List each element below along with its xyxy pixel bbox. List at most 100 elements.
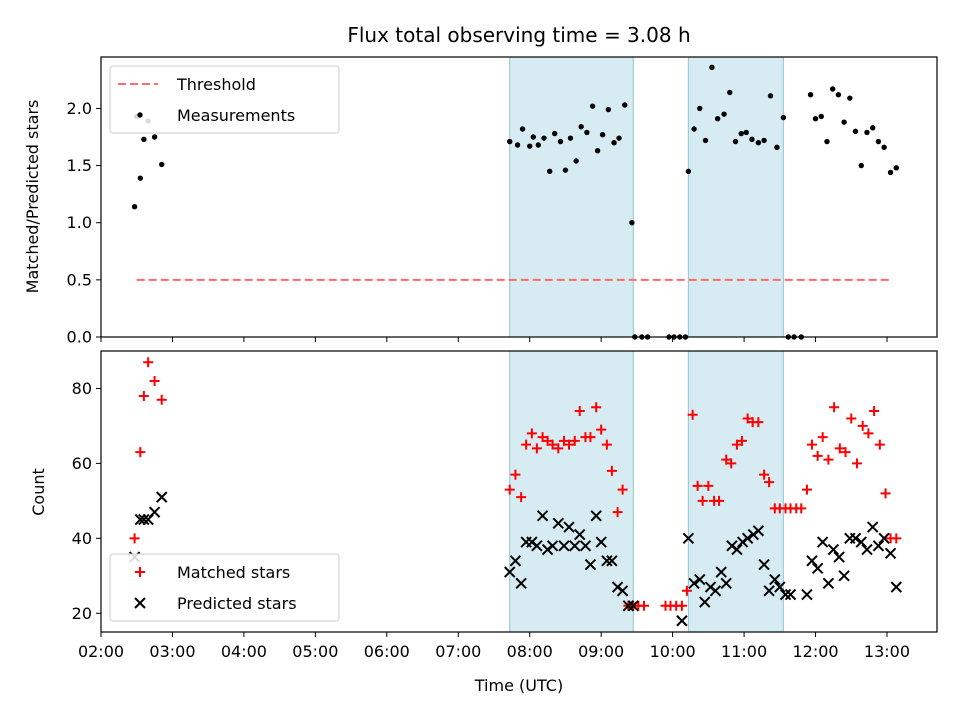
y-axis-label-top: Matched/Predicted stars <box>23 100 42 294</box>
predicted-star-point <box>872 540 885 552</box>
matched-star-point <box>606 465 617 476</box>
predicted-star-point <box>806 555 818 567</box>
predicted-star-point <box>833 551 845 563</box>
matched-star-point <box>601 439 612 450</box>
predicted-star-point <box>878 532 890 545</box>
matched-star-point <box>526 428 537 439</box>
predicted-star-point <box>156 491 168 503</box>
measurement-point <box>727 89 733 96</box>
measurement-point <box>547 168 553 174</box>
predicted-star-point <box>584 558 597 571</box>
matched-star-point <box>531 443 542 454</box>
measurement-point <box>685 168 692 174</box>
measurement-point <box>887 169 894 176</box>
predicted-star-point <box>752 525 765 537</box>
matched-star-point <box>596 424 607 435</box>
matched-star-point <box>874 439 885 450</box>
measurement-point <box>714 116 721 122</box>
legend-measurement-swatch <box>137 112 143 118</box>
predicted-star-point <box>569 540 581 552</box>
measurement-point <box>829 86 836 92</box>
matched-star-point <box>703 480 714 491</box>
panel-bottom: 20 40 60 80 02:00 03:00 04:00 05:00 06:00 07:00 08… <box>72 350 938 661</box>
predicted-star-point <box>138 513 150 526</box>
measurement-point <box>893 165 899 171</box>
y-tick-label-top: 1.5 <box>67 156 92 175</box>
matched-star-point <box>834 443 845 454</box>
y-tick-label-bottom: 40 <box>72 529 92 548</box>
predicted-star-point <box>552 517 565 530</box>
matched-star-point <box>676 600 687 611</box>
measurement-point <box>578 124 584 130</box>
measurement-point <box>755 140 762 146</box>
matched-star-point <box>731 439 742 450</box>
matched-star-point <box>880 488 891 499</box>
matched-star-point <box>851 458 862 469</box>
legend-box-bottom <box>109 553 340 622</box>
measurement-point <box>519 126 526 132</box>
matched-star-point <box>612 507 623 518</box>
predicted-star-point <box>731 543 743 556</box>
x-tick-label: 07:00 <box>435 642 481 661</box>
measurement-point <box>881 144 887 150</box>
legend-top: Threshold Measurements <box>109 65 340 134</box>
predicted-star-point <box>509 555 522 567</box>
matched-star-point <box>891 533 902 544</box>
measurement-point <box>552 130 558 137</box>
measurement-point <box>573 158 579 164</box>
x-tick-label: 08:00 <box>507 642 553 661</box>
predicted-star-point <box>779 588 792 601</box>
matched-star-point <box>796 503 807 514</box>
legend-label: Predicted stars <box>177 594 297 613</box>
predicted-star-point <box>601 555 613 567</box>
measurement-point <box>514 142 521 148</box>
measurement-point <box>622 102 628 108</box>
predicted-star-point <box>816 536 829 548</box>
predicted-star-point <box>774 581 786 593</box>
x-tick-label: 10:00 <box>650 642 696 661</box>
matched-star-point <box>753 417 764 428</box>
matched-star-point <box>812 450 823 461</box>
x-tick-label: 13:00 <box>864 642 910 661</box>
x-tick-label: 02:00 <box>78 642 124 661</box>
matched-star-point <box>617 484 628 495</box>
matched-star-point <box>714 495 725 506</box>
measurement-point <box>605 106 612 113</box>
y-tick-label-bottom: 60 <box>72 454 92 473</box>
y-tick-label-top: 1.0 <box>67 213 92 232</box>
matched-star-point <box>806 439 817 450</box>
matched-star-point <box>863 428 874 439</box>
predicted-star-point <box>504 566 516 578</box>
matched-star-point <box>687 409 698 420</box>
predicted-star-point <box>531 540 543 552</box>
predicted-star-point <box>890 581 902 593</box>
predicted-star-point <box>884 547 897 560</box>
predicted-star-point <box>784 588 797 601</box>
measurement-point <box>567 135 574 141</box>
matched-star-point <box>759 469 770 480</box>
matched-star-point <box>156 394 167 405</box>
measurement-point <box>562 167 569 173</box>
matched-star-point <box>869 405 880 416</box>
measurement-point <box>702 137 709 144</box>
predicted-star-point <box>715 566 727 578</box>
measurement-point <box>629 220 635 226</box>
matched-star-point <box>585 432 596 443</box>
predicted-star-point <box>827 543 840 556</box>
matched-star-point <box>721 454 732 465</box>
shaded-region-top-1 <box>687 56 784 338</box>
legend-predicted-swatch <box>134 597 146 609</box>
matched-star-point <box>823 454 834 465</box>
x-tick-label: 11:00 <box>721 642 767 661</box>
matched-star-point <box>138 390 149 401</box>
matched-star-point <box>857 420 868 431</box>
matched-star-point <box>547 439 558 450</box>
x-tick-label: 03:00 <box>149 642 195 661</box>
predicted-star-point <box>682 532 695 545</box>
matched-star-point <box>681 585 692 596</box>
legend-label: Measurements <box>177 106 295 125</box>
measurement-point <box>761 137 767 144</box>
predicted-star-point <box>801 588 813 601</box>
matched-star-point <box>639 600 650 611</box>
measurement-point <box>131 204 138 210</box>
